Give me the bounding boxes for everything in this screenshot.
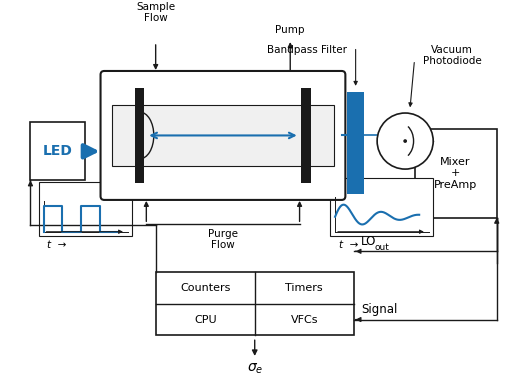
- Bar: [30, 122, 85, 180]
- Text: Signal: Signal: [361, 303, 398, 316]
- Text: Mixer
+
PreAmp: Mixer + PreAmp: [434, 157, 477, 190]
- Text: LO: LO: [361, 234, 377, 248]
- Text: LED: LED: [42, 144, 73, 158]
- Bar: [112, 105, 334, 166]
- Text: Pump: Pump: [276, 25, 305, 35]
- Text: Vacuum
Photodiode: Vacuum Photodiode: [422, 45, 481, 66]
- Text: out: out: [374, 243, 389, 252]
- FancyBboxPatch shape: [101, 71, 346, 200]
- Text: t  →: t →: [339, 240, 358, 250]
- Text: Timers: Timers: [286, 283, 323, 293]
- Text: t  →: t →: [47, 240, 67, 250]
- Bar: [330, 179, 433, 236]
- Text: Sample
Flow: Sample Flow: [136, 2, 175, 23]
- Text: CPU: CPU: [194, 315, 217, 325]
- Text: VFCs: VFCs: [290, 315, 318, 325]
- Circle shape: [377, 113, 433, 169]
- Bar: [347, 92, 364, 194]
- Text: Counters: Counters: [180, 283, 231, 293]
- Circle shape: [403, 139, 407, 143]
- Bar: [156, 272, 354, 336]
- Bar: [135, 88, 145, 183]
- Text: Bandpass Filter: Bandpass Filter: [267, 45, 347, 55]
- Text: Purge
Flow: Purge Flow: [208, 229, 238, 250]
- Text: $\sigma_e$: $\sigma_e$: [246, 362, 263, 376]
- Bar: [39, 182, 132, 236]
- Bar: [414, 129, 497, 218]
- Bar: [302, 88, 311, 183]
